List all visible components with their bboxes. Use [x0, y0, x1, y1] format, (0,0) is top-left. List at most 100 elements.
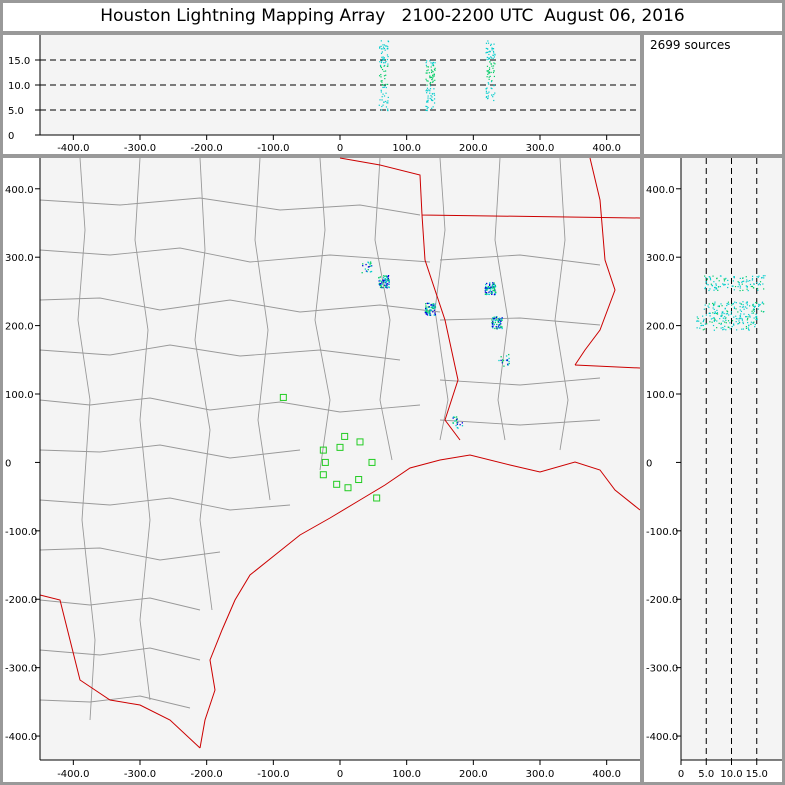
alt-source-point [433, 92, 435, 95]
alt-source-point [385, 92, 387, 94]
ns-source-point [749, 279, 751, 282]
alt-x-tick-label: 0 [337, 143, 343, 154]
ns-source-point [746, 304, 748, 306]
alt-source-point [429, 92, 431, 94]
ns-source-point [726, 313, 729, 315]
map-source-point [365, 270, 368, 272]
ns-source-point [704, 275, 706, 277]
ns-source-point [725, 319, 727, 322]
lma-station-marker [355, 476, 363, 484]
ns-source-point [727, 301, 730, 303]
ns-source-point [703, 328, 706, 330]
map-source-point [384, 280, 387, 282]
alt-source-point [429, 60, 431, 62]
ns-source-point [733, 324, 735, 326]
altitude-reference-lines [40, 59, 640, 111]
ns-source-point [751, 275, 754, 277]
ns-source-point [711, 285, 714, 287]
map-source-point [487, 293, 489, 295]
ns-source-point [742, 289, 744, 291]
ns-source-point [712, 275, 714, 277]
ns-source-point [746, 279, 748, 281]
ns-source-point [700, 322, 702, 324]
alt-source-point [426, 100, 428, 102]
map-source-point [494, 291, 496, 293]
alt-source-point [494, 54, 496, 56]
alt-source-point [492, 65, 495, 67]
map-source-point [496, 327, 498, 330]
ns-source-point [755, 316, 757, 318]
alt-source-point [433, 98, 436, 100]
alt-x-tick-label: -100.0 [257, 143, 289, 154]
ns-source-point [713, 289, 715, 291]
alt-source-point [490, 71, 492, 74]
ns-y-tick-label: 300.0 [646, 253, 675, 264]
map-source-point [427, 311, 429, 313]
ns-source-point [742, 280, 744, 283]
ns-source-point [720, 322, 722, 324]
alt-source-point [426, 105, 428, 108]
map-source-point [429, 310, 431, 313]
alt-source-point [426, 84, 428, 86]
alt-source-point [486, 76, 488, 78]
map-source-point [426, 302, 428, 305]
alt-y-tick-label: 15.0 [8, 56, 30, 67]
ns-source-point [696, 327, 698, 329]
alt-source-point [384, 64, 386, 67]
alt-source-point [385, 83, 387, 86]
alt-source-point [381, 68, 384, 71]
alt-source-point [430, 99, 433, 101]
ns-source-point [741, 283, 743, 285]
ns-source-point [739, 322, 741, 324]
map-source-point [491, 293, 493, 296]
map-source-point [433, 304, 435, 306]
alt-source-point [387, 102, 389, 104]
ns-source-point [752, 287, 755, 289]
ns-source-point [725, 329, 727, 331]
ns-source-point [721, 305, 723, 307]
ns-source-point [731, 304, 733, 306]
map-y-tick-label: 0 [5, 458, 11, 469]
alt-source-point [379, 99, 381, 101]
alt-source-point [429, 83, 431, 85]
lma-station-marker [368, 458, 376, 466]
map-source-point [485, 285, 487, 288]
alt-source-point [427, 101, 429, 103]
ns-source-point [742, 306, 745, 308]
ns-source-point [759, 284, 761, 286]
alt-y-tick-label: 10.0 [8, 81, 30, 92]
alt-source-point [427, 95, 429, 97]
map-source-point [491, 293, 493, 295]
ns-source-point [739, 287, 741, 289]
map-source-point [386, 283, 389, 285]
ns-source-point [721, 311, 723, 313]
alt-y-tick-label: 5.0 [8, 106, 24, 117]
map-source-point [457, 421, 459, 424]
ns-source-point [720, 323, 722, 325]
map-source-point [387, 280, 389, 282]
ns-source-point [716, 313, 719, 315]
ns-source-point [713, 319, 715, 322]
ns-source-point [714, 311, 716, 313]
ns-source-point [724, 316, 726, 318]
ns-source-point [713, 281, 715, 283]
alt-source-point [432, 74, 434, 77]
ns-source-point [742, 277, 744, 279]
alt-source-point [425, 90, 427, 92]
map-source-point [491, 322, 494, 324]
map-source-point [498, 359, 500, 362]
ns-source-point [726, 311, 729, 313]
alt-source-point [492, 96, 494, 98]
ns-source-point [706, 283, 708, 285]
ns-source-point [757, 305, 760, 307]
ns-source-point [721, 315, 723, 317]
ns-source-point [740, 310, 743, 312]
alt-source-point [433, 73, 435, 75]
alt-source-point [431, 76, 433, 78]
ns-source-point [733, 277, 735, 279]
alt-source-point [382, 84, 384, 86]
alt-source-point [386, 48, 388, 50]
map-source-point [492, 282, 494, 284]
ns-source-point [747, 280, 749, 282]
map-source-point [428, 312, 431, 314]
